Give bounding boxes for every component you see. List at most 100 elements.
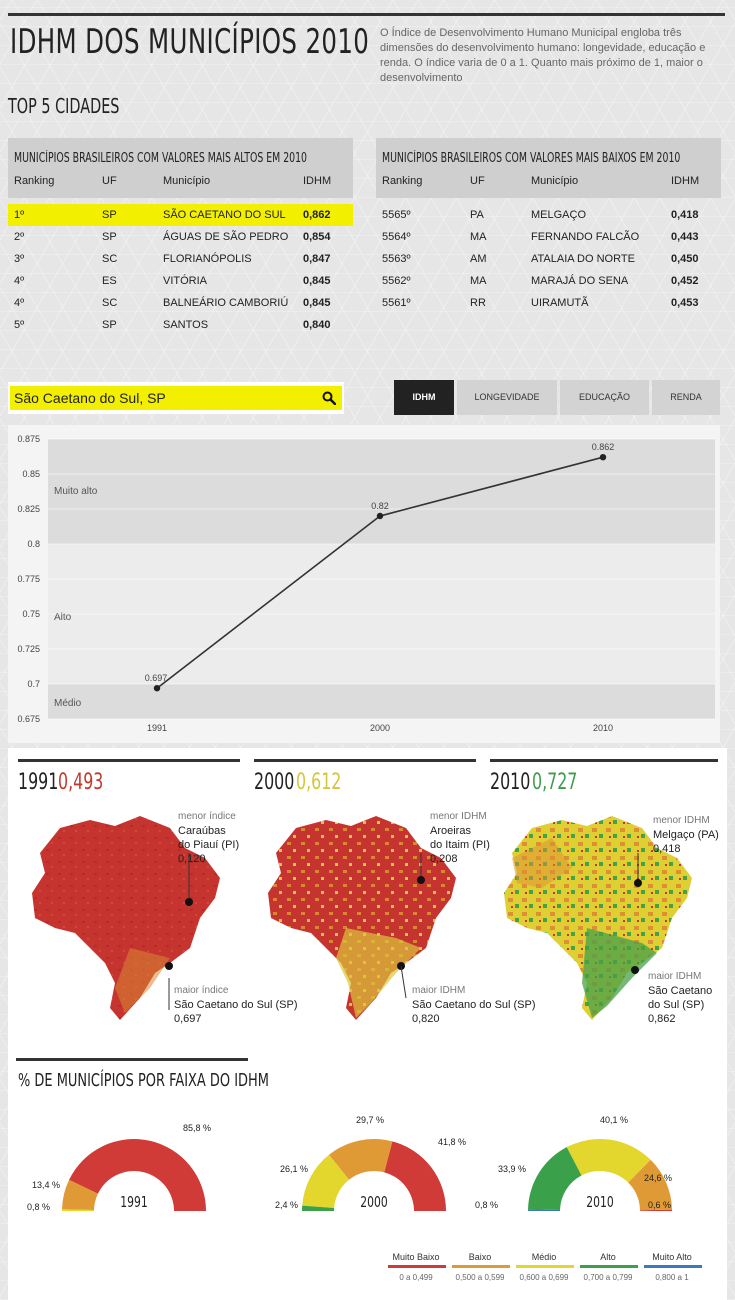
legend-swatch [388, 1265, 446, 1268]
y-tick-label: 0.7 [27, 679, 40, 689]
tab-idhm[interactable]: IDHM [394, 380, 454, 415]
cell-city: ATALAIA DO NORTE [531, 253, 635, 265]
slice-label: 2,4 % [275, 1200, 298, 1210]
y-tick-label: 0.825 [17, 504, 40, 514]
table-row: 4º ES VITÓRIA 0,845 [8, 270, 353, 292]
top5-title: TOP 5 CIDADES [8, 94, 120, 118]
y-tick-label: 0.725 [17, 644, 40, 654]
slice-label: 40,1 % [600, 1115, 628, 1125]
tab-renda[interactable]: RENDA [652, 380, 720, 415]
band-label: Muito alto [54, 486, 98, 497]
cell-city: MELGAÇO [531, 209, 587, 221]
search-input[interactable] [14, 389, 314, 407]
cell-city: MARAJÁ DO SENA [531, 275, 629, 287]
cell-city: BALNEÁRIO CAMBORIÚ [163, 297, 289, 309]
donut-slice[interactable] [528, 1209, 561, 1211]
tab-educacao[interactable]: EDUCAÇÃO [560, 380, 649, 415]
idhm-line-chart: Médio Alto Muito alto 0.675 0.7 0.725 0.75 0.77… [8, 425, 720, 743]
cell-uf: SC [102, 253, 118, 265]
donut-slice[interactable] [639, 1209, 672, 1211]
cell-idhm: 0,862 [303, 209, 331, 221]
tab-longevidade[interactable]: LONGEVIDADE [457, 380, 557, 415]
slice-label: 24,6 % [644, 1173, 672, 1183]
cell-idhm: 0,452 [671, 275, 699, 287]
cell-idhm: 0,854 [303, 231, 331, 243]
col-idhm: IDHM [671, 175, 700, 187]
search-field-wrap [10, 386, 342, 410]
map-rule [254, 759, 476, 762]
donut-slice[interactable] [302, 1154, 349, 1208]
intro-text: O Índice de Desenvolvimento Humano Munic… [380, 27, 706, 84]
search-icon[interactable] [322, 391, 336, 405]
cell-rank: 5563º [382, 253, 411, 265]
donut-slice[interactable] [302, 1205, 335, 1211]
brazil-map-2010 [504, 816, 692, 1020]
table-row: 4º SC BALNEÁRIO CAMBORIÚ 0,845 [8, 292, 353, 314]
cell-city: FLORIANÓPOLIS [163, 253, 252, 265]
cell-city: SANTOS [163, 319, 209, 331]
slice-label: 41,8 % [438, 1137, 466, 1147]
map-year-2000: 2000 [254, 770, 295, 795]
cell-idhm: 0,443 [671, 231, 699, 243]
map-value-2000: 0,612 [296, 770, 342, 795]
table-row: 5562º MA MARAJÁ DO SENA 0,452 [376, 270, 721, 292]
donut-slice[interactable] [528, 1147, 582, 1210]
data-point[interactable] [599, 454, 607, 461]
table-row: 5565º PA MELGAÇO 0,418 [376, 204, 721, 226]
donut-2010: 2010 0,6 % 24,6 % 40,1 % 33,9 % 0,8 % [475, 1115, 672, 1212]
legend-range: 0,800 a 1 [655, 1273, 689, 1282]
cell-rank: 5º [14, 319, 25, 331]
donut-slice[interactable] [328, 1139, 393, 1180]
donut-charts: 1991 85,8 % 13,4 % 0,8 % 2000 41,8 % 29,7 % 26,… [27, 1115, 672, 1212]
slice-label: 33,9 % [498, 1164, 526, 1174]
cell-idhm: 0,840 [303, 319, 331, 331]
map-year-1991: 1991 [18, 770, 59, 795]
brazil-map-1991 [32, 816, 220, 1020]
cell-idhm: 0,845 [303, 297, 331, 309]
data-point[interactable] [376, 512, 384, 520]
donut-slice[interactable] [62, 1179, 98, 1210]
data-point[interactable] [153, 685, 161, 692]
x-tick-label: 1991 [147, 723, 167, 733]
donut-2000: 2000 41,8 % 29,7 % 26,1 % 2,4 % [275, 1115, 466, 1212]
slice-label: 26,1 % [280, 1164, 308, 1174]
lowest-ranking-table: MUNICÍPIOS BRASILEIROS COM VALORES MAIS … [376, 138, 721, 314]
cell-rank: 4º [14, 275, 25, 287]
table-title: MUNICÍPIOS BRASILEIROS COM VALORES MAIS … [14, 151, 308, 166]
col-ranking: Ranking [382, 175, 423, 187]
band-label: Médio [54, 698, 82, 709]
donut-year: 2010 [586, 1194, 613, 1211]
data-label: 0.862 [592, 442, 615, 452]
donut-slice[interactable] [69, 1139, 206, 1211]
legend-swatch [580, 1265, 638, 1268]
highest-ranking-table: MUNICÍPIOS BRASILEIROS COM VALORES MAIS … [8, 138, 353, 336]
cell-city: SÃO CAETANO DO SUL [163, 209, 286, 221]
legend-label: Baixo [469, 1252, 492, 1262]
cell-rank: 5565º [382, 209, 411, 221]
table-row: 5564º MA FERNANDO FALCÃO 0,443 [376, 226, 721, 248]
donut-year: 2000 [360, 1194, 387, 1211]
top-rule [8, 13, 725, 16]
donut-slice[interactable] [384, 1141, 446, 1211]
y-tick-label: 0.75 [22, 609, 40, 619]
table-row: 3º SC FLORIANÓPOLIS 0,847 [8, 248, 353, 270]
cell-rank: 3º [14, 253, 25, 265]
donut-slice[interactable] [566, 1139, 651, 1183]
table-row: 2º SP ÁGUAS DE SÃO PEDRO 0,854 [8, 226, 353, 248]
cell-city: VITÓRIA [163, 275, 208, 287]
slice-label: 0,8 % [475, 1200, 498, 1210]
col-municipio: Município [531, 175, 579, 187]
chart-band [48, 439, 715, 544]
faixa-title: % DE MUNICÍPIOS POR FAIXA DO IDHM [18, 1070, 269, 1091]
slice-label: 0,8 % [27, 1202, 50, 1212]
legend-range: 0 a 0,499 [399, 1273, 433, 1282]
donut-slice[interactable] [62, 1209, 95, 1211]
map-value-2010: 0,727 [532, 770, 578, 795]
annot-max-2010: maior IDHM São Caetano do Sul (SP) 0,862 [648, 971, 713, 1025]
cell-uf: SC [102, 297, 118, 309]
x-tick-label: 2000 [370, 723, 390, 733]
donut-slice[interactable] [628, 1159, 672, 1211]
col-uf: UF [470, 175, 485, 187]
y-tick-label: 0.85 [22, 469, 40, 479]
cell-rank: 1º [14, 209, 25, 221]
